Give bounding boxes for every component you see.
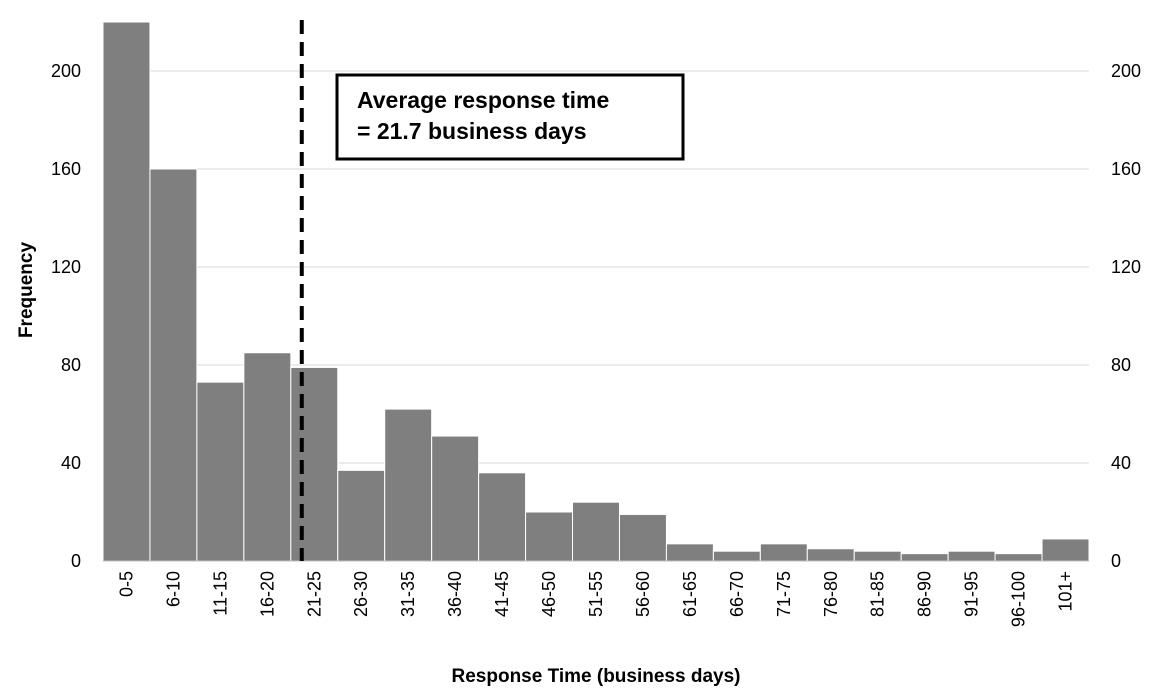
annotation-line-2: = 21.7 business days xyxy=(357,118,587,144)
y-tick-label-right: 120 xyxy=(1111,257,1141,277)
x-tick-label: 86-90 xyxy=(915,571,935,617)
bar-41-45 xyxy=(478,472,527,562)
bar-56-60 xyxy=(618,513,667,562)
y-axis-title: Frequency xyxy=(16,242,37,339)
y-tick-label-right: 200 xyxy=(1111,61,1141,81)
bars xyxy=(102,21,1090,562)
x-tick-label: 76-80 xyxy=(821,571,841,617)
y-tick-label-left: 120 xyxy=(51,257,81,277)
annotation-line-1: Average response time xyxy=(357,87,609,113)
x-tick-label: 51-55 xyxy=(586,571,606,617)
annotation-border xyxy=(335,73,685,161)
y-tick-label-left: 40 xyxy=(61,453,81,473)
bar-46-50 xyxy=(525,511,574,562)
x-tick-label: 11-15 xyxy=(210,571,230,616)
x-tick-label: 21-25 xyxy=(304,571,324,617)
y-tick-label-left: 80 xyxy=(61,355,81,375)
bar-26-30 xyxy=(337,469,386,562)
y-tick-label-right: 40 xyxy=(1111,453,1131,473)
x-tick-label: 81-85 xyxy=(868,571,888,617)
x-axis-ticks: 0-5 6-10 11-15 16-20 21-25 26-30 31-35 36-40 41-… xyxy=(116,571,1075,627)
bar-61-65 xyxy=(665,543,714,562)
x-tick-label: 46-50 xyxy=(539,571,559,617)
x-tick-label: 56-60 xyxy=(633,571,653,617)
y-tick-label-right: 0 xyxy=(1111,551,1121,571)
bar-76-80 xyxy=(806,548,855,562)
x-tick-label: 36-40 xyxy=(445,571,465,617)
x-tick-label: 71-75 xyxy=(774,571,794,617)
x-tick-label: 96-100 xyxy=(1009,571,1029,627)
bar-81-85 xyxy=(853,550,902,562)
bar-0-5 xyxy=(102,21,151,562)
bar-101+ xyxy=(1041,538,1090,562)
x-tick-label: 26-30 xyxy=(351,571,371,617)
bar-16-20 xyxy=(243,352,292,562)
bar-31-35 xyxy=(384,408,433,562)
x-tick-label: 61-65 xyxy=(680,571,700,617)
y-axis-left-ticks: 0 40 80 120 160 200 xyxy=(51,61,81,571)
bar-96-100 xyxy=(994,553,1043,562)
bar-86-90 xyxy=(900,553,949,562)
bar-21-25 xyxy=(290,366,339,562)
bar-71-75 xyxy=(759,543,808,562)
y-tick-label-left: 200 xyxy=(51,61,81,81)
bar-6-10 xyxy=(149,168,198,562)
bar-51-55 xyxy=(572,501,620,562)
x-axis-title: Response Time (business days) xyxy=(452,666,741,687)
x-tick-label: 6-10 xyxy=(163,571,183,607)
bar-11-15 xyxy=(196,381,245,562)
x-tick-label: 0-5 xyxy=(116,571,136,597)
y-tick-label-right: 80 xyxy=(1111,355,1131,375)
y-tick-label-left: 0 xyxy=(71,551,81,571)
x-tick-label: 41-45 xyxy=(492,571,512,617)
x-tick-label: 66-70 xyxy=(727,571,747,617)
bar-66-70 xyxy=(712,550,761,562)
y-tick-label-left: 160 xyxy=(51,159,81,179)
bar-91-95 xyxy=(947,550,996,562)
y-tick-label-right: 160 xyxy=(1111,159,1141,179)
x-tick-label: 91-95 xyxy=(962,571,982,617)
annotation-box: Average response time = 21.7 business da… xyxy=(335,73,685,161)
x-tick-label: 31-35 xyxy=(398,571,418,617)
bar-36-40 xyxy=(431,435,480,562)
x-tick-label: 16-20 xyxy=(257,571,277,617)
y-axis-right-ticks: 0 40 80 120 160 200 xyxy=(1111,61,1141,571)
x-tick-label: 101+ xyxy=(1056,571,1076,612)
